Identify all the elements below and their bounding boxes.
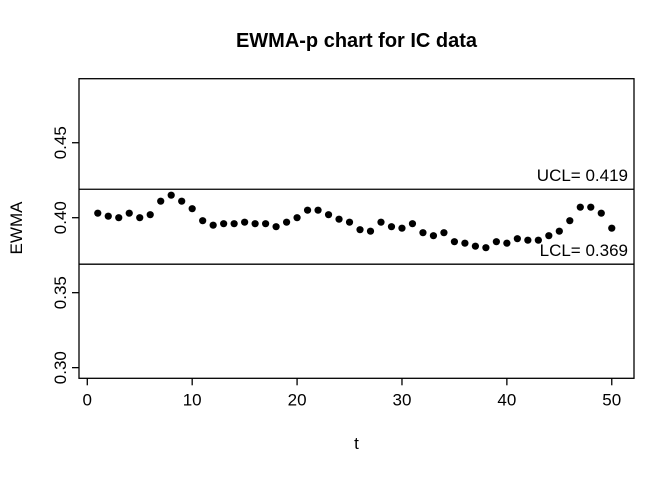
data-point: [534, 236, 542, 244]
x-tick-label: 10: [183, 390, 202, 409]
data-point: [524, 236, 532, 244]
data-point: [492, 238, 500, 246]
data-point: [566, 217, 574, 225]
data-point: [356, 226, 364, 234]
data-point: [272, 223, 280, 231]
data-point: [314, 206, 322, 214]
data-point: [503, 239, 511, 247]
data-point: [461, 239, 469, 247]
y-tick-label: 0.35: [51, 276, 70, 309]
data-point: [115, 214, 123, 222]
y-tick-label: 0.30: [51, 351, 70, 384]
data-point: [125, 209, 133, 217]
data-point: [136, 214, 144, 222]
data-point: [199, 217, 207, 225]
data-point: [545, 232, 553, 240]
data-point: [450, 238, 459, 246]
data-point: [608, 224, 616, 232]
y-tick-label: 0.40: [51, 201, 70, 234]
data-point: [408, 220, 417, 228]
x-tick-label: 0: [83, 390, 92, 409]
x-tick-label: 20: [288, 390, 307, 409]
data-point: [419, 229, 427, 237]
data-point: [597, 209, 605, 217]
x-tick-label: 50: [602, 390, 621, 409]
data-point: [587, 203, 595, 211]
data-point: [387, 223, 396, 231]
data-point: [471, 242, 479, 250]
y-tick-label: 0.45: [51, 126, 70, 159]
data-point: [94, 209, 102, 217]
data-point: [377, 218, 385, 226]
data-point: [429, 232, 438, 240]
chart-title: EWMA-p chart for IC data: [235, 30, 478, 52]
data-point: [167, 191, 175, 199]
data-point: [209, 221, 217, 229]
data-point: [178, 197, 186, 205]
data-point: [440, 229, 448, 237]
data-point: [555, 227, 563, 235]
data-point: [335, 215, 343, 223]
lcl-annotation: LCL= 0.369: [539, 241, 628, 260]
plot-box: [78, 78, 635, 379]
data-point: [366, 227, 375, 235]
data-point: [157, 197, 165, 205]
data-point: [104, 212, 112, 220]
ucl-annotation: UCL= 0.419: [536, 166, 628, 185]
data-point: [482, 244, 490, 252]
data-point: [345, 218, 354, 226]
data-point: [282, 218, 291, 226]
data-point: [324, 211, 333, 219]
data-point: [251, 220, 259, 228]
x-axis-title: t: [354, 434, 359, 453]
data-point: [398, 224, 406, 232]
data-point: [241, 218, 249, 226]
data-point: [220, 220, 228, 228]
data-point: [576, 203, 584, 211]
data-point: [230, 220, 238, 228]
data-point: [303, 206, 312, 214]
data-point: [293, 214, 301, 222]
data-point: [262, 220, 270, 228]
x-tick-label: 40: [497, 390, 516, 409]
data-point: [513, 235, 521, 243]
data-point: [146, 211, 154, 219]
x-tick-label: 30: [393, 390, 412, 409]
data-point: [188, 205, 196, 213]
